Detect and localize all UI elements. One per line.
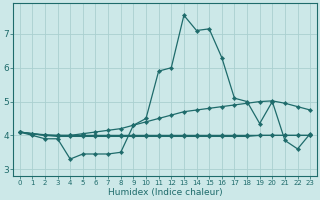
X-axis label: Humidex (Indice chaleur): Humidex (Indice chaleur) (108, 188, 222, 197)
